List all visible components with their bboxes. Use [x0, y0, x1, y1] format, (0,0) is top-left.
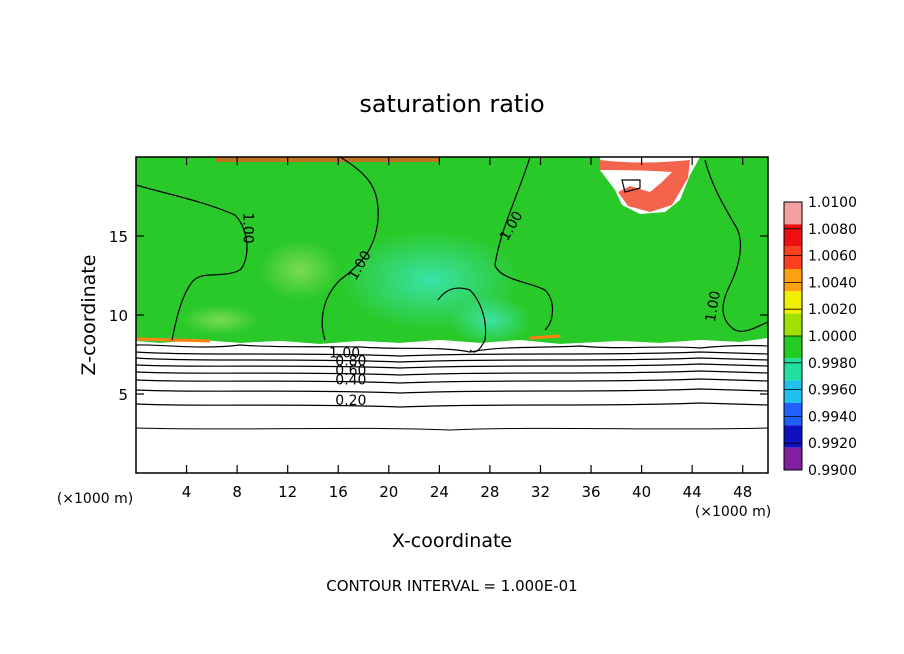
colorbar-swatch	[784, 269, 802, 292]
x-tick-label: 20	[379, 483, 398, 501]
colorbar-swatch	[784, 313, 802, 336]
light-green-region	[180, 305, 260, 335]
cloud-base-edge	[136, 337, 211, 343]
colorbar: 1.0100 1.0080 1.0060 1.0040 1.0020 1.0000 0.99…	[783, 195, 857, 479]
x-tick-label: 12	[278, 483, 297, 501]
x-tick-label: 4	[182, 483, 192, 501]
colorbar-label: 1.0020	[808, 302, 857, 318]
colorbar-swatch	[784, 336, 802, 359]
colorbar-label: 1.0040	[808, 275, 857, 291]
colorbar-label: 1.0060	[808, 249, 857, 265]
colorbar-swatch	[784, 425, 802, 448]
y-tick-label: 15	[109, 228, 128, 246]
x-tick-label: 40	[632, 483, 651, 501]
contour-label: 1.00	[329, 346, 360, 362]
colorbar-swatch	[784, 403, 802, 426]
x-unit-label-left: (×1000 m)	[57, 491, 133, 507]
cloud-base-edge	[529, 334, 561, 340]
colorbar-label: 1.0100	[808, 195, 857, 211]
supersaturated-edge	[600, 160, 690, 212]
x-tick-label: 28	[480, 483, 499, 501]
contour-label: 1.00	[703, 290, 724, 323]
x-tick-label: 16	[329, 483, 348, 501]
y-tick-label: 10	[109, 307, 128, 325]
y-axis: 5 10 15	[109, 228, 768, 404]
light-green-region	[260, 240, 340, 300]
colorbar-label: 1.0000	[808, 329, 857, 345]
colorbar-label: 0.9920	[808, 436, 857, 452]
contour-label: 0.80	[335, 354, 366, 370]
colorbar-swatch	[784, 447, 802, 470]
plot-area	[136, 157, 768, 473]
colorbar-swatch	[784, 246, 802, 269]
cyan-region	[450, 295, 530, 345]
x-tick-label: 44	[683, 483, 702, 501]
contour-label: 0.60	[335, 363, 366, 379]
colorbar-label: 0.9940	[808, 409, 857, 425]
colorbar-swatch	[784, 291, 802, 314]
x-tick-label: 36	[581, 483, 600, 501]
colorbar-swatch	[784, 380, 802, 403]
supersaturated-edge	[215, 157, 440, 162]
x-axis-title: X-coordinate	[392, 530, 512, 552]
colorbar-label: 1.0080	[808, 222, 857, 238]
x-tick-label: 32	[531, 483, 550, 501]
x-axis: 4 8 12 16 20 24 28 32 36 40 44 48	[182, 157, 752, 501]
contour-label: 0.40	[335, 373, 366, 389]
colorbar-swatch	[784, 224, 802, 247]
x-unit-label-right: (×1000 m)	[695, 504, 771, 520]
colorbar-label: 0.9980	[808, 356, 857, 372]
chart-title: saturation ratio	[359, 90, 544, 118]
x-tick-label: 24	[430, 483, 449, 501]
contour-label: 0.20	[335, 393, 366, 409]
colorbar-label: 0.9960	[808, 383, 857, 399]
colorbar-label: 0.9900	[808, 463, 857, 479]
contour-interval-footer: CONTOUR INTERVAL = 1.000E-01	[326, 577, 577, 595]
contour-label: 1.00	[239, 213, 255, 244]
contour-lines	[136, 157, 768, 431]
x-tick-label: 8	[232, 483, 242, 501]
y-axis-title: Z-coordinate	[78, 255, 100, 376]
colorbar-swatch	[784, 202, 802, 225]
colorbar-swatch	[784, 358, 802, 381]
y-tick-label: 5	[118, 386, 128, 404]
x-tick-label: 48	[733, 483, 752, 501]
contour-labels: 1.001.001.001.001.000.800.600.400.20	[239, 209, 724, 409]
